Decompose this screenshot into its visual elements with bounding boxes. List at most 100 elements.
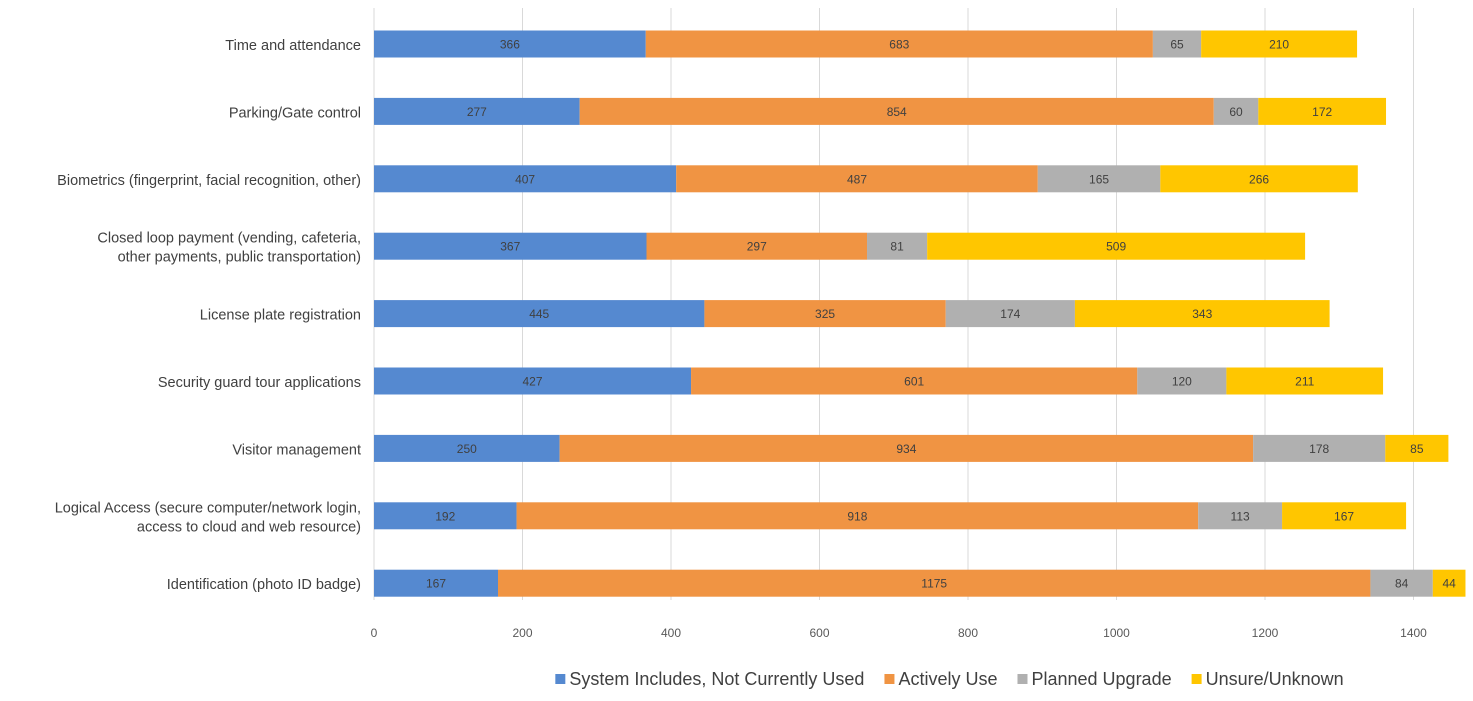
- data-label: 120: [1172, 375, 1192, 389]
- bar-segment: [1074, 300, 1330, 328]
- x-tick-label: 1400: [1400, 626, 1427, 640]
- bar-segment: [1258, 97, 1387, 125]
- data-label: 84: [1395, 577, 1409, 591]
- legend-label: Actively Use: [898, 669, 997, 689]
- category-label: Visitor management: [232, 442, 361, 458]
- bar-segment: [1432, 569, 1466, 597]
- data-label: 918: [847, 509, 867, 523]
- bar-segment: [374, 30, 646, 58]
- data-label: 211: [1295, 375, 1314, 389]
- data-label: 250: [457, 442, 477, 456]
- data-label: 81: [890, 240, 904, 254]
- legend-swatch: [884, 674, 895, 684]
- data-label: 60: [1229, 105, 1243, 119]
- data-label: 325: [815, 307, 835, 321]
- bar-segment: [374, 367, 692, 395]
- data-label: 1175: [921, 577, 947, 591]
- data-label: 167: [1334, 509, 1354, 523]
- x-tick-label: 200: [512, 626, 532, 640]
- data-label: 934: [896, 442, 916, 456]
- x-tick-label: 0: [371, 626, 378, 640]
- category-label: Logical Access (secure computer/network …: [55, 500, 361, 535]
- bar-segment: [1385, 434, 1449, 462]
- legend-swatch: [555, 674, 566, 684]
- bar-segment: [374, 165, 677, 193]
- data-label: 44: [1442, 577, 1456, 591]
- bar-segment: [374, 300, 705, 328]
- data-label: 343: [1192, 307, 1212, 321]
- category-label: Parking/Gate control: [229, 105, 361, 121]
- category-label: Time and attendance: [225, 38, 361, 54]
- data-label: 683: [889, 38, 909, 52]
- bar-segment: [1037, 165, 1161, 193]
- data-label: 297: [747, 240, 767, 254]
- data-label: 445: [529, 307, 549, 321]
- data-label: 85: [1410, 442, 1424, 456]
- data-label: 174: [1000, 307, 1020, 321]
- legend-label: System Includes, Not Currently Used: [569, 669, 864, 689]
- bar-segment: [374, 502, 517, 530]
- bar-segment: [945, 300, 1075, 328]
- category-label: Security guard tour applications: [158, 375, 361, 391]
- bar-segment: [374, 434, 560, 462]
- category-label: Closed loop payment (vending, cafeteria,…: [97, 231, 361, 266]
- bar-segment: [704, 300, 946, 328]
- data-label: 113: [1231, 509, 1250, 523]
- bar-segment: [1226, 367, 1384, 395]
- bar-segment: [1137, 367, 1227, 395]
- data-label: 172: [1312, 105, 1332, 119]
- bar-segment: [1282, 502, 1407, 530]
- category-label: Biometrics (fingerprint, facial recognit…: [57, 173, 361, 189]
- data-label: 266: [1249, 172, 1269, 186]
- bar-segment: [374, 569, 498, 597]
- data-label: 509: [1106, 240, 1126, 254]
- x-tick-label: 600: [809, 626, 829, 640]
- data-label: 427: [523, 375, 543, 389]
- category-label: Identification (photo ID badge): [167, 577, 361, 593]
- bar-segment: [645, 30, 1153, 58]
- bar-segment: [646, 232, 868, 260]
- legend-label: Planned Upgrade: [1031, 669, 1171, 689]
- bar-segment: [691, 367, 1138, 395]
- data-label: 192: [435, 509, 455, 523]
- bar-segment: [374, 97, 580, 125]
- x-tick-label: 1000: [1103, 626, 1130, 640]
- bar-segment: [1201, 30, 1358, 58]
- legend-swatch: [1191, 674, 1202, 684]
- data-label: 65: [1170, 38, 1184, 52]
- data-label: 407: [515, 172, 535, 186]
- legend-swatch: [1017, 674, 1028, 684]
- x-tick-label: 1200: [1252, 626, 1279, 640]
- bar-segment: [927, 232, 1306, 260]
- bar-segment: [1253, 434, 1386, 462]
- bar-segment: [516, 502, 1199, 530]
- data-label: 210: [1269, 38, 1289, 52]
- bars: 366 683 65 210 277 854 60 172 407 487 165 266 367 297…: [374, 30, 1466, 597]
- x-tick-label: 400: [661, 626, 681, 640]
- bar-segment: [1160, 165, 1358, 193]
- data-label: 178: [1309, 442, 1329, 456]
- bar-segment: [1213, 97, 1259, 125]
- bar-segment: [374, 232, 647, 260]
- data-label: 854: [887, 105, 907, 119]
- data-label: 601: [904, 375, 924, 389]
- legend: System Includes, Not Currently Used Activ…: [555, 669, 1344, 689]
- data-label: 167: [426, 577, 446, 591]
- bar-segment: [579, 97, 1214, 125]
- category-label: License plate registration: [200, 308, 361, 324]
- data-label: 367: [500, 240, 520, 254]
- legend-label: Unsure/Unknown: [1206, 669, 1344, 689]
- bar-segment: [1152, 30, 1202, 58]
- data-label: 487: [847, 172, 867, 186]
- x-axis-ticks: 0 200 400 600 800 1000 1200 1400: [371, 626, 1428, 640]
- data-label: 277: [467, 105, 487, 119]
- bar-segment: [676, 165, 1038, 193]
- bar-segment: [497, 569, 1371, 597]
- bar-segment: [867, 232, 928, 260]
- data-label: 366: [500, 38, 520, 52]
- bar-segment: [559, 434, 1254, 462]
- data-label: 165: [1089, 172, 1109, 186]
